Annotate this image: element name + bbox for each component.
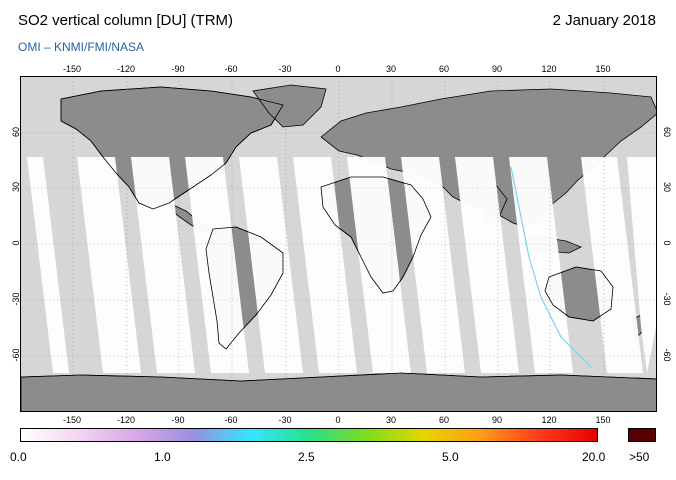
lon-tick-top: -30 [278,64,292,74]
antarctica-land [21,372,656,411]
swath-11 [581,157,643,373]
swath-7 [347,157,411,373]
lon-tick-bottom: 0 [335,415,341,425]
lon-tick-bottom: -90 [171,415,185,425]
lon-tick-bottom: -30 [278,415,292,425]
lon-tick-top: 150 [595,64,611,74]
swath-6 [293,157,357,373]
swath-4 [185,157,249,373]
lon-tick-top: -120 [116,64,136,74]
lon-tick-top: 60 [438,64,450,74]
swath-2 [77,157,141,373]
so2-map [20,76,657,412]
colorbar-overflow-box [628,428,656,442]
graticule [21,77,656,411]
colorbar-label: 1.0 [154,450,171,464]
coastline-north-america [60,86,284,210]
lon-tick-bottom: 150 [595,415,611,425]
colorbar-label: 5.0 [442,450,459,464]
coastline-africa [320,176,432,294]
lon-tick-top: -90 [171,64,185,74]
coastline-australia [544,266,614,322]
lon-tick-bottom: -120 [116,415,136,425]
coastlines [21,86,656,382]
lat-tick-right: -30 [662,292,672,306]
lon-tick-bottom: 30 [385,415,397,425]
lon-tick-top: 0 [335,64,341,74]
greenland-land [252,84,327,128]
lon-tick-top: 120 [541,64,557,74]
coastline-antarctica [21,372,656,382]
lon-tick-top: 30 [385,64,397,74]
swath-8 [401,157,465,373]
lon-tick-top: -60 [224,64,238,74]
lon-tick-top: -150 [62,64,82,74]
lon-tick-bottom: -60 [224,415,238,425]
map-title: SO2 vertical column [DU] (TRM) [18,12,234,29]
colorbar-label: >50 [629,450,650,464]
map-date: 2 January 2018 [552,12,656,29]
swath-9 [455,157,519,373]
lon-tick-bottom: 90 [491,415,503,425]
lon-tick-top: 90 [491,64,503,74]
lat-tick-right: 30 [662,181,672,192]
data-credit: OMI – KNMI/FMI/NASA [18,40,145,54]
swath-10 [509,157,573,373]
lat-tick-right: 60 [662,126,672,137]
satellite-swaths [27,157,656,373]
lat-tick-right: -60 [662,348,672,362]
swath-3 [131,157,195,373]
colorbar [20,428,598,442]
map-canvas [21,77,656,411]
coastline-south-america [205,226,284,350]
lon-tick-bottom: 60 [438,415,450,425]
swath-5 [239,157,303,373]
swath-12 [627,157,656,373]
orbit-track-line [510,166,592,368]
lon-tick-bottom: 120 [541,415,557,425]
colorbar-label: 0.0 [10,450,27,464]
lat-tick-right: 0 [662,240,672,246]
swath-1 [27,157,69,373]
lon-tick-bottom: -150 [62,415,82,425]
colorbar-label: 20.0 [582,450,606,464]
colorbar-label: 2.5 [298,450,315,464]
